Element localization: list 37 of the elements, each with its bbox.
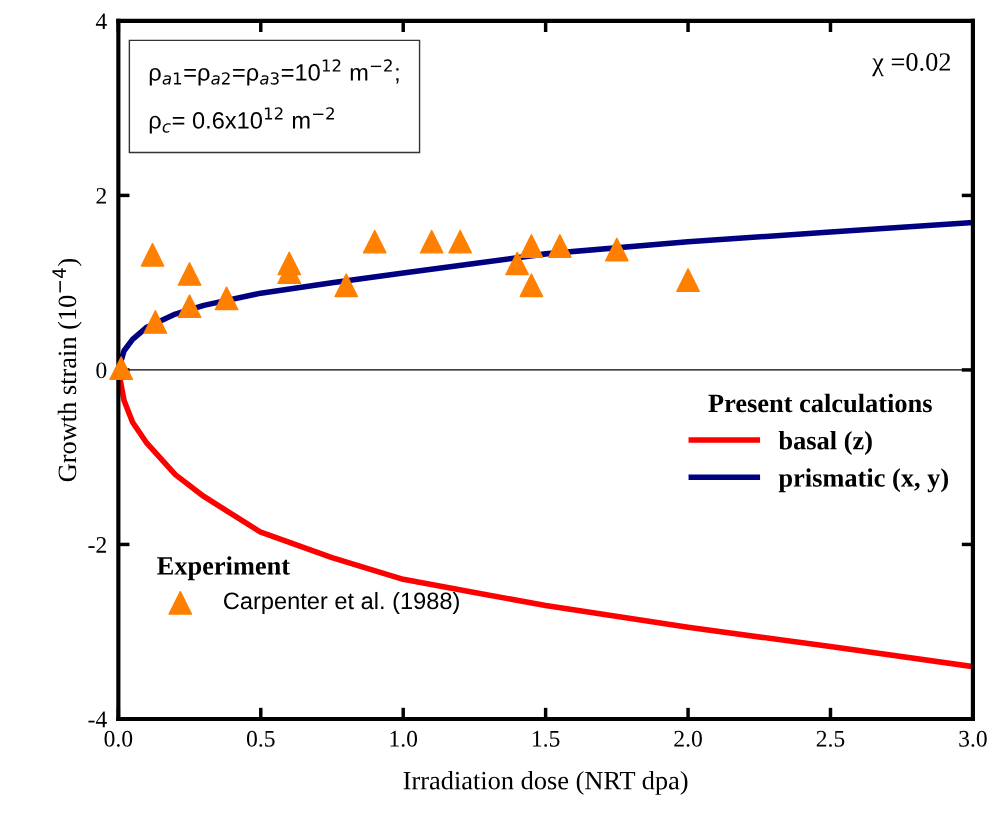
y-tick-label: 0 (96, 362, 107, 379)
x-tick-label: 2.5 (816, 730, 845, 747)
annotation: Experiment (157, 556, 290, 581)
x-tick-label: 1.0 (390, 730, 418, 747)
point (505, 251, 530, 276)
x-axis-title: Irradiation dose (NRT dpa) (403, 770, 688, 795)
legend-label: prismatic (x, y) (778, 468, 948, 493)
y-tick-label: -4 (88, 711, 107, 728)
y-tick-label: -2 (88, 537, 106, 553)
point (519, 273, 544, 298)
point (419, 229, 444, 254)
annotation: χ =0.02 (872, 53, 951, 77)
point (362, 229, 387, 254)
legend-label: basal (z) (778, 430, 872, 455)
point (547, 234, 572, 258)
point (676, 268, 700, 292)
text: ρ$_{a1}$=ρ$_{a2}$=ρ$_{a3}$=10$^{12}$ m$^{−2}$; ρ$_{c}$= 0.6x10$^{12}$ m$^{−2}$ (149, 59, 399, 134)
point (214, 286, 239, 311)
point (143, 310, 168, 334)
point (177, 262, 202, 286)
x-tick-label: 0.0 (104, 730, 133, 747)
y-axis-title: Growth strain (10$^{−4}$) (52, 258, 82, 482)
y-tick-label: 2 (96, 187, 106, 204)
point (140, 242, 165, 267)
point (334, 273, 359, 298)
legend-label: Carpenter et al. (1988) (224, 591, 459, 614)
point (604, 237, 629, 262)
x-tick-label: 1.5 (532, 730, 560, 747)
legend-title: Present calculations (708, 393, 932, 413)
y-tick-label: 4 (95, 13, 107, 30)
x-tick-label: 2.0 (674, 730, 702, 747)
x-tick-label: 3.0 (959, 730, 987, 747)
point (109, 356, 134, 381)
x-tick-label: 0.5 (246, 730, 275, 747)
point (177, 294, 202, 319)
point (448, 229, 473, 254)
point (519, 234, 544, 258)
